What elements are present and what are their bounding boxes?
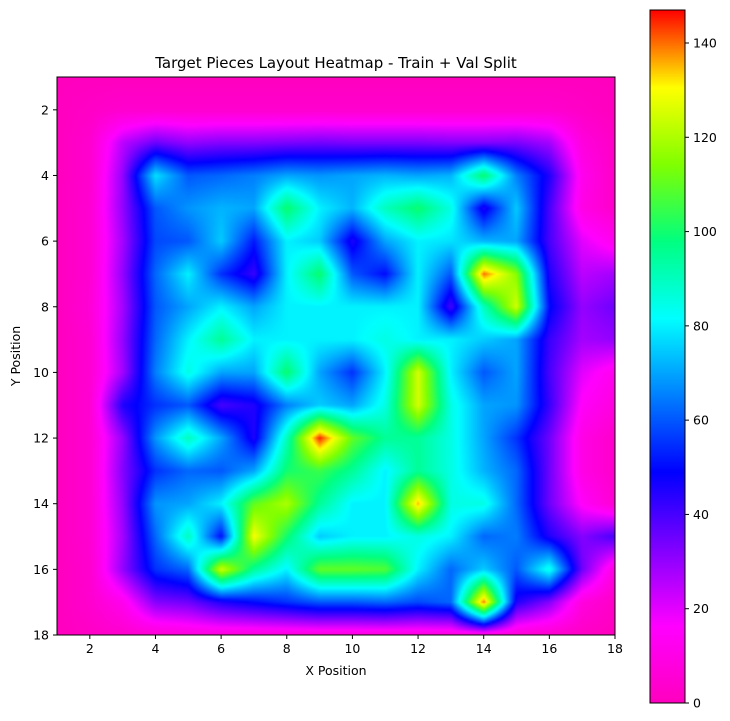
colorbar-tick-label: 100 [693,224,717,239]
y-tick-label: 12 [33,431,49,446]
x-tick-label: 10 [344,641,360,656]
x-tick-label: 14 [476,641,492,656]
heatmap-image [57,77,615,635]
colorbar-tick-label: 80 [693,318,709,333]
x-axis-label: X Position [305,663,366,678]
chart-title: Target Pieces Layout Heatmap - Train + V… [154,54,517,72]
y-tick-label: 16 [33,562,49,577]
colorbar-tick-label: 120 [693,130,717,145]
colorbar-tick-label: 140 [693,36,717,51]
y-tick-label: 2 [41,102,49,117]
colorbar-tick-label: 0 [693,696,701,711]
y-axis-label: Y Position [8,326,23,387]
x-axis: 2 4 6 8 10 12 14 16 18 [86,635,623,656]
x-tick-label: 6 [217,641,225,656]
x-tick-label: 12 [410,641,426,656]
colorbar [649,9,686,704]
colorbar-tick-label: 40 [693,507,709,522]
x-tick-label: 4 [151,641,159,656]
y-axis: 2 4 6 8 10 12 14 16 18 [33,102,57,643]
colorbar-tick-label: 20 [693,601,709,616]
y-tick-label: 6 [41,234,49,249]
plot-frame [56,76,616,636]
y-tick-label: 18 [33,628,49,643]
y-tick-label: 4 [41,168,49,183]
y-tick-label: 10 [33,365,49,380]
x-tick-label: 16 [541,641,557,656]
colorbar-tick-label: 60 [693,413,709,428]
y-tick-label: 8 [41,299,49,314]
y-tick-label: 14 [33,496,49,511]
x-tick-label: 8 [283,641,291,656]
x-tick-label: 18 [607,641,623,656]
colorbar-ticks: 0 20 40 60 80 100 120 140 [685,36,717,711]
x-tick-label: 2 [86,641,94,656]
